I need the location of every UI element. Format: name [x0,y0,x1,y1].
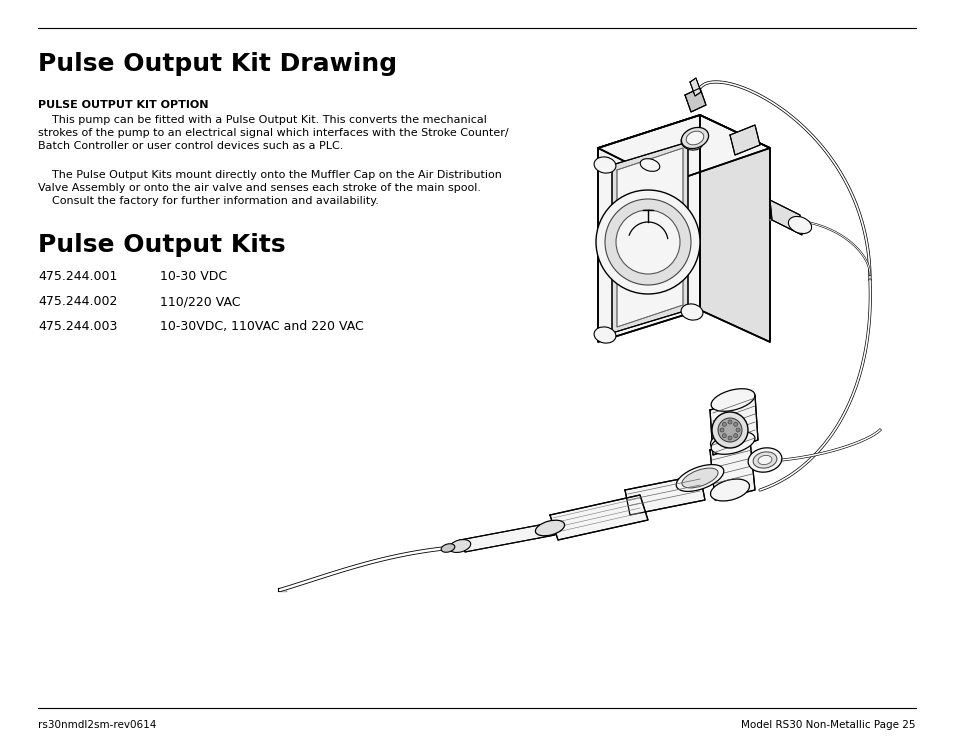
Text: PULSE OUTPUT KIT OPTION: PULSE OUTPUT KIT OPTION [38,100,209,110]
Ellipse shape [747,448,781,472]
Ellipse shape [787,216,811,233]
Text: Model RS30 Non-Metallic Page 25: Model RS30 Non-Metallic Page 25 [740,720,915,730]
Polygon shape [729,125,760,155]
Text: 10-30 VDC: 10-30 VDC [160,270,227,283]
Ellipse shape [685,131,703,145]
Ellipse shape [710,479,749,501]
Ellipse shape [680,304,702,320]
Polygon shape [700,115,769,342]
Polygon shape [617,148,682,327]
Ellipse shape [758,455,771,465]
Circle shape [735,428,740,432]
Polygon shape [709,395,758,455]
Polygon shape [684,88,705,112]
Text: rs30nmdl2sm-rev0614: rs30nmdl2sm-rev0614 [38,720,156,730]
Ellipse shape [710,432,754,455]
Ellipse shape [680,128,708,148]
Circle shape [604,199,690,285]
Polygon shape [769,200,801,235]
Polygon shape [612,142,687,333]
Text: Pulse Output Kit Drawing: Pulse Output Kit Drawing [38,52,396,76]
Text: 475.244.002: 475.244.002 [38,295,117,308]
Circle shape [718,418,741,442]
Ellipse shape [680,134,702,150]
Ellipse shape [594,157,616,173]
Polygon shape [624,475,704,515]
Ellipse shape [710,429,749,451]
Text: 110/220 VAC: 110/220 VAC [160,295,240,308]
Circle shape [727,436,731,440]
Circle shape [720,428,723,432]
Polygon shape [459,523,555,552]
Text: 475.244.003: 475.244.003 [38,320,117,333]
Circle shape [733,434,737,438]
Circle shape [721,422,725,427]
Circle shape [727,420,731,424]
Text: Pulse Output Kits: Pulse Output Kits [38,233,285,257]
Polygon shape [550,495,647,540]
Ellipse shape [752,452,776,468]
Circle shape [721,434,725,438]
Circle shape [711,412,747,448]
Text: 475.244.001: 475.244.001 [38,270,117,283]
Ellipse shape [676,465,723,492]
Ellipse shape [535,520,564,536]
Circle shape [596,190,700,294]
Text: 10-30VDC, 110VAC and 220 VAC: 10-30VDC, 110VAC and 220 VAC [160,320,363,333]
Polygon shape [598,115,700,342]
Ellipse shape [449,539,470,553]
Ellipse shape [710,389,754,411]
Ellipse shape [639,159,659,171]
Ellipse shape [594,327,616,343]
Text: The Pulse Output Kits mount directly onto the Muffler Cap on the Air Distributio: The Pulse Output Kits mount directly ont… [38,170,501,206]
Circle shape [616,210,679,274]
Polygon shape [598,115,769,183]
Polygon shape [689,78,700,96]
Polygon shape [709,440,754,500]
Ellipse shape [440,544,455,552]
Circle shape [733,422,737,427]
Text: This pump can be fitted with a Pulse Output Kit. This converts the mechanical
st: This pump can be fitted with a Pulse Out… [38,115,508,151]
Ellipse shape [681,468,718,488]
